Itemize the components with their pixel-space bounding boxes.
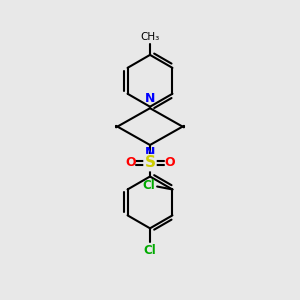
Text: N: N: [145, 146, 155, 160]
Text: Cl: Cl: [142, 179, 155, 192]
Text: O: O: [164, 156, 175, 169]
Text: N: N: [145, 92, 155, 105]
Text: CH₃: CH₃: [140, 32, 160, 42]
Text: S: S: [145, 155, 155, 170]
Text: O: O: [125, 156, 136, 169]
Text: Cl: Cl: [144, 244, 156, 257]
